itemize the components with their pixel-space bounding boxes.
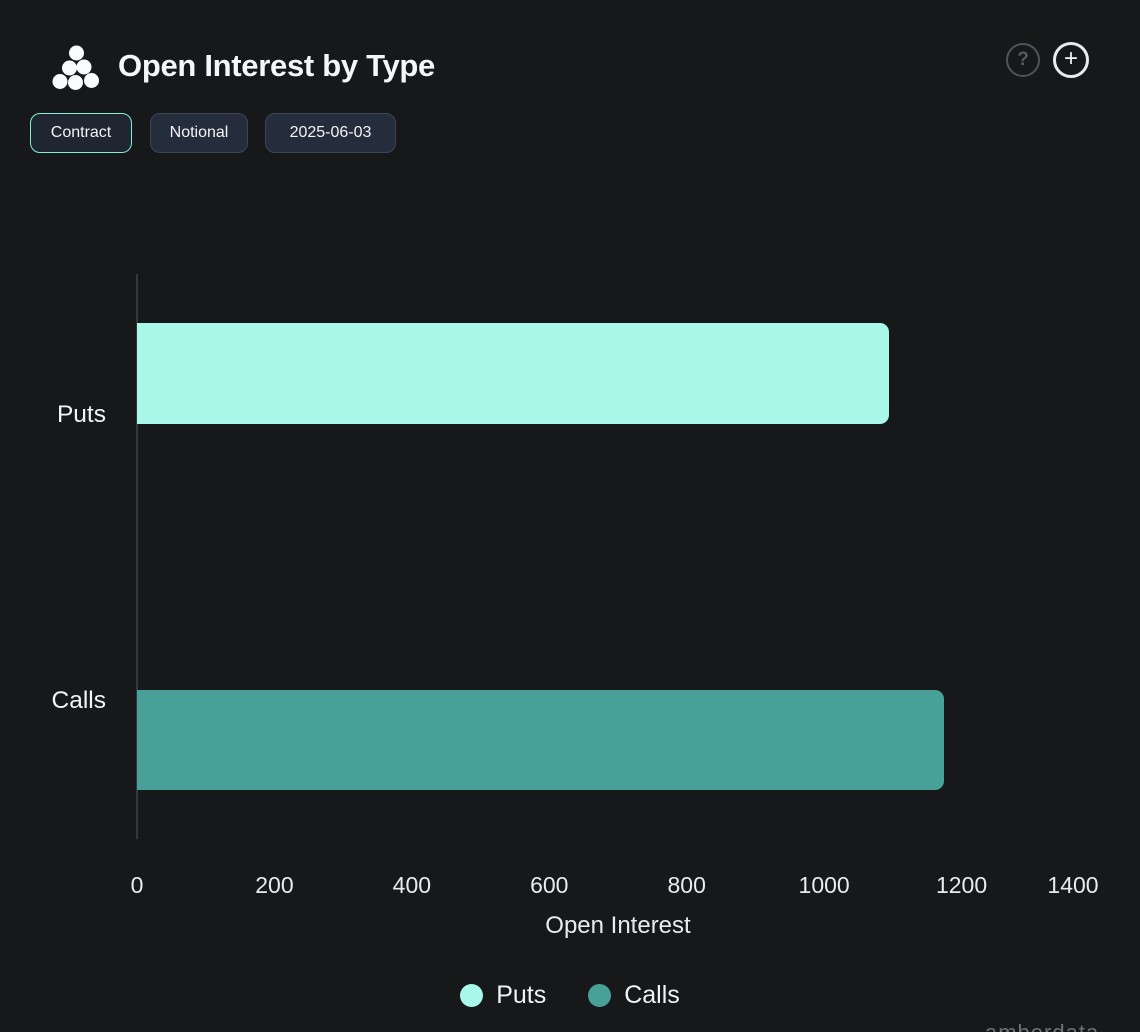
date-selector-label: 2025-06-03 <box>289 124 372 141</box>
x-tick-label-400: 400 <box>392 872 432 898</box>
plus-glyph: + <box>1063 45 1078 72</box>
legend-dot-puts <box>460 984 484 1007</box>
add-icon[interactable]: + <box>1053 42 1089 78</box>
toggle-contract-label: Contract <box>50 124 112 141</box>
x-tick-label-1200: 1200 <box>935 872 988 898</box>
bar-puts[interactable] <box>137 323 889 424</box>
legend: Puts Calls <box>0 982 1140 1009</box>
x-axis-title: Open Interest <box>545 912 691 939</box>
bar-calls[interactable] <box>137 690 944 790</box>
watermark: amberdata <box>985 1022 1120 1032</box>
legend-dot-calls <box>588 984 612 1007</box>
toggle-notional-label: Notional <box>169 124 229 141</box>
amberdata-dots-logo <box>52 45 99 90</box>
question-mark-glyph: ? <box>1017 49 1029 70</box>
y-axis-line <box>136 274 138 839</box>
legend-label-calls: Calls <box>624 981 680 1009</box>
legend-item-calls[interactable]: Calls <box>588 982 680 1009</box>
legend-item-puts[interactable]: Puts <box>460 982 546 1009</box>
legend-label-puts: Puts <box>496 981 547 1009</box>
toggle-contract[interactable]: Contract <box>30 113 132 153</box>
y-axis-label-puts: Puts <box>56 401 106 428</box>
page-title: Open Interest by Type <box>118 48 435 83</box>
x-tick-label-800: 800 <box>667 872 706 898</box>
help-icon[interactable]: ? <box>1006 43 1040 77</box>
x-tick-label-200: 200 <box>255 872 294 898</box>
toggle-notional[interactable]: Notional <box>150 113 248 153</box>
x-tick-label-0: 0 <box>130 872 144 898</box>
x-tick-label-1000: 1000 <box>798 872 850 898</box>
x-tick-label-1400: 1400 <box>1047 872 1099 898</box>
date-selector[interactable]: 2025-06-03 <box>265 113 396 153</box>
watermark-text: amberdata <box>985 1022 1120 1032</box>
y-axis-label-calls: Calls <box>51 687 106 714</box>
x-tick-label-600: 600 <box>530 872 569 898</box>
